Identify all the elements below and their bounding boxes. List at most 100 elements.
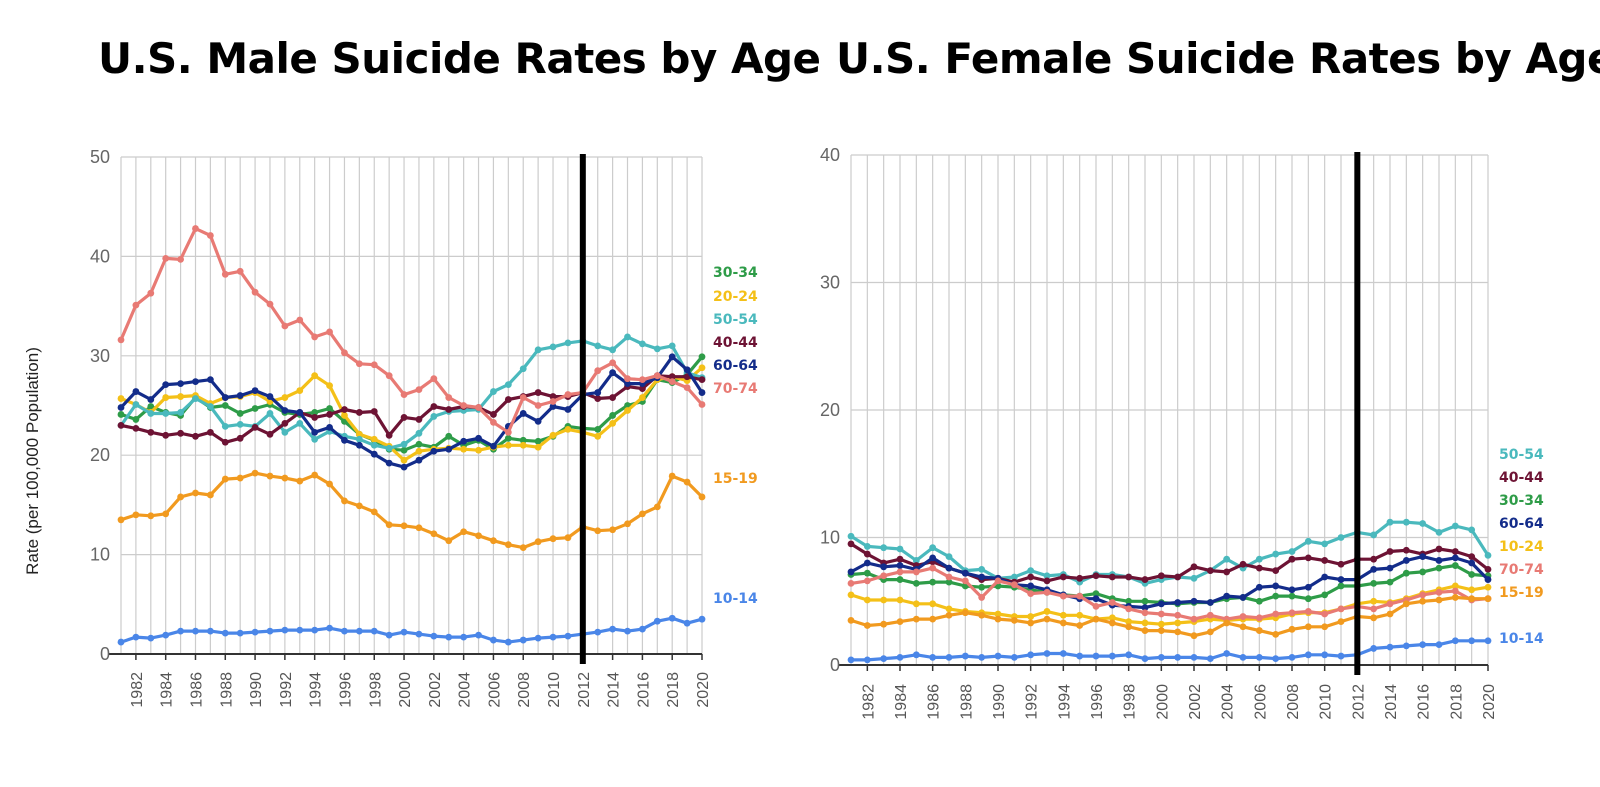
female-data-point <box>1157 572 1165 580</box>
female-y-tick-label: 10 <box>820 528 840 548</box>
male-data-point <box>534 634 542 642</box>
male-x-tick-label: 1986 <box>188 672 205 708</box>
male-data-point <box>609 369 617 377</box>
female-data-point <box>1027 582 1035 590</box>
male-data-point <box>296 419 304 427</box>
female-data-point <box>1435 564 1443 572</box>
male-data-point <box>147 428 155 436</box>
female-data-point <box>1419 591 1427 599</box>
female-data-point <box>1141 655 1149 663</box>
male-data-point <box>177 255 184 263</box>
male-data-point <box>236 392 244 399</box>
male-data-point <box>311 626 319 634</box>
male-series-15-19 <box>117 469 706 552</box>
male-data-point <box>326 423 333 431</box>
female-x-tick-label: 1996 <box>1089 684 1106 720</box>
female-data-point <box>1272 550 1280 558</box>
female-data-point <box>1255 653 1263 661</box>
female-x-tick-label: 2004 <box>1220 684 1237 720</box>
male-data-point <box>281 626 289 634</box>
female-data-point <box>1304 608 1312 615</box>
female-data-point <box>1223 568 1231 576</box>
male-data-point <box>296 316 304 324</box>
male-x-tick-label: 1998 <box>367 672 384 708</box>
female-data-point <box>1043 615 1051 623</box>
female-data-point <box>1304 537 1312 545</box>
male-data-point <box>221 422 229 430</box>
male-data-point <box>504 434 512 442</box>
male-data-point <box>326 624 333 632</box>
female-legend-label: 10-14 <box>1499 631 1544 647</box>
male-data-point <box>445 633 453 641</box>
male-data-point <box>564 391 572 398</box>
male-x-tick-label: 1984 <box>159 672 176 708</box>
female-data-point <box>912 615 920 623</box>
female-legend-label: 15-19 <box>1499 585 1544 601</box>
male-data-point <box>400 440 408 448</box>
male-data-point <box>117 411 125 418</box>
male-data-point <box>609 625 617 633</box>
female-data-point <box>1386 600 1394 608</box>
female-data-point <box>880 572 888 580</box>
female-data-point <box>863 543 871 550</box>
male-data-point <box>147 289 155 297</box>
male-series-60-64 <box>117 353 706 471</box>
female-data-point <box>1239 613 1247 620</box>
female-data-point <box>1206 655 1214 663</box>
female-data-point <box>1027 573 1035 581</box>
female-legend-label: 10-24 <box>1499 539 1544 555</box>
female-data-point <box>847 580 855 587</box>
male-data-point <box>668 472 676 480</box>
male-x-tick-label: 2018 <box>665 672 682 708</box>
female-data-point <box>1288 592 1296 600</box>
male-data-point <box>355 627 363 635</box>
female-data-point <box>945 578 953 586</box>
male-data-point <box>564 632 572 640</box>
female-data-point <box>1043 572 1051 580</box>
female-data-point <box>1043 588 1051 596</box>
female-data-point <box>978 565 986 573</box>
female-data-point <box>945 611 953 619</box>
male-data-point <box>117 638 125 646</box>
male-data-point <box>415 416 423 423</box>
female-data-point <box>1092 595 1100 603</box>
female-x-tick-label: 1988 <box>958 684 975 720</box>
male-data-point <box>221 629 229 637</box>
male-x-tick-label: 1990 <box>248 672 265 708</box>
female-x-tick-label: 1984 <box>893 684 910 720</box>
male-data-point <box>385 521 393 529</box>
female-x-tick-label: 1982 <box>860 684 877 720</box>
male-data-point <box>221 475 229 483</box>
male-data-point <box>534 346 542 354</box>
female-data-point <box>1337 582 1345 590</box>
female-data-point <box>1239 623 1247 631</box>
male-data-point <box>668 342 676 350</box>
female-data-point <box>929 615 937 623</box>
female-data-point <box>1370 597 1378 605</box>
male-data-point <box>504 428 512 436</box>
female-data-point <box>863 596 871 604</box>
male-data-point <box>460 437 468 445</box>
female-data-point <box>1027 651 1035 659</box>
male-series-line <box>120 374 703 444</box>
male-data-point <box>311 333 319 341</box>
male-data-point <box>341 406 348 413</box>
male-data-point <box>639 376 646 384</box>
female-data-point <box>1223 555 1231 563</box>
male-data-point <box>504 638 512 646</box>
male-data-point <box>564 406 572 413</box>
male-data-point <box>355 430 363 438</box>
female-data-point <box>1059 573 1067 581</box>
female-data-point <box>1321 573 1329 581</box>
female-series-50-54 <box>847 518 1492 587</box>
male-legend-label: 20-24 <box>713 289 758 305</box>
female-data-point <box>1076 611 1084 619</box>
male-data-point <box>624 407 631 414</box>
female-data-point <box>863 656 871 664</box>
male-data-point <box>341 436 348 444</box>
male-data-point <box>564 534 572 542</box>
female-data-point <box>880 563 888 571</box>
female-data-point <box>1059 611 1067 619</box>
male-data-point <box>311 414 319 421</box>
female-data-point <box>880 620 888 628</box>
